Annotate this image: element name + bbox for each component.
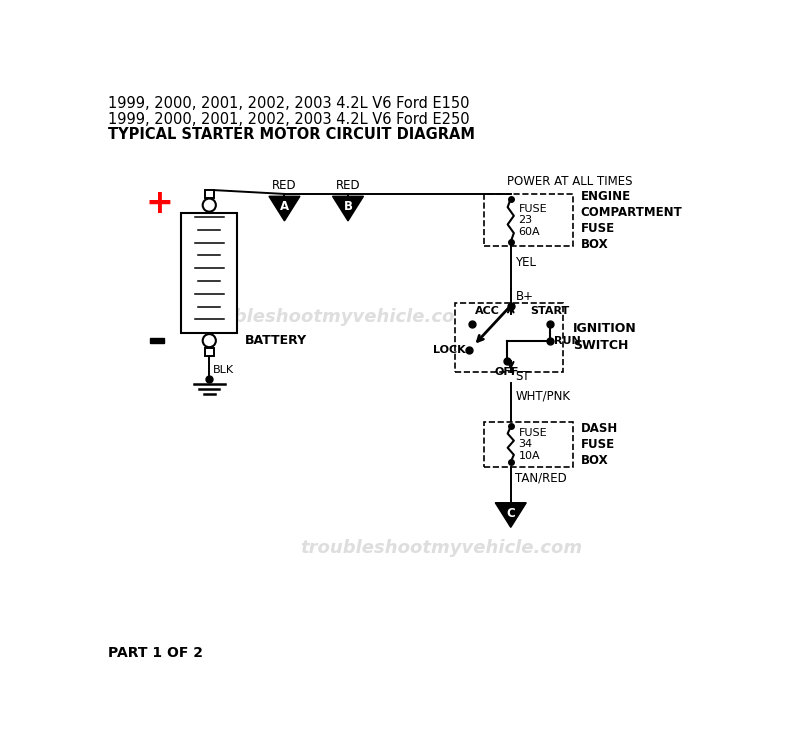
Polygon shape	[495, 503, 526, 527]
Text: troubleshootmyvehicle.com: troubleshootmyvehicle.com	[300, 539, 582, 557]
Text: START: START	[530, 307, 569, 316]
Text: 1999, 2000, 2001, 2002, 2003 4.2L V6 Ford E250: 1999, 2000, 2001, 2002, 2003 4.2L V6 For…	[108, 112, 470, 127]
Text: ACC: ACC	[475, 307, 500, 316]
Polygon shape	[333, 196, 363, 221]
Text: FUSE
34
10A: FUSE 34 10A	[518, 427, 547, 460]
Text: FUSE
23
60A: FUSE 23 60A	[518, 203, 547, 237]
Text: POWER AT ALL TIMES: POWER AT ALL TIMES	[507, 175, 632, 188]
Text: YEL: YEL	[515, 256, 536, 268]
Text: +: +	[146, 187, 174, 220]
Text: 1999, 2000, 2001, 2002, 2003 4.2L V6 Ford E150: 1999, 2000, 2001, 2002, 2003 4.2L V6 For…	[108, 96, 470, 111]
Text: DASH
FUSE
BOX: DASH FUSE BOX	[581, 422, 618, 466]
Text: LOCK: LOCK	[433, 345, 466, 355]
Text: BATTERY: BATTERY	[245, 334, 307, 347]
Text: BLK: BLK	[212, 365, 234, 375]
Text: RED: RED	[272, 178, 297, 192]
Text: TYPICAL STARTER MOTOR CIRCUIT DIAGRAM: TYPICAL STARTER MOTOR CIRCUIT DIAGRAM	[108, 127, 474, 142]
Text: B+: B+	[515, 290, 534, 303]
Bar	[205, 190, 214, 198]
Text: TAN/RED: TAN/RED	[515, 471, 567, 484]
Text: IGNITION
SWITCH: IGNITION SWITCH	[573, 322, 637, 352]
Text: PART 1 OF 2: PART 1 OF 2	[108, 646, 202, 660]
Bar	[484, 422, 573, 466]
Text: B: B	[343, 200, 353, 213]
Text: ST: ST	[515, 370, 530, 383]
Text: A: A	[280, 200, 289, 213]
Bar	[205, 348, 214, 355]
Text: troubleshootmyvehicle.com: troubleshootmyvehicle.com	[191, 308, 474, 326]
Text: OFF: OFF	[494, 368, 519, 377]
Text: RED: RED	[336, 178, 360, 192]
Text: C: C	[506, 506, 515, 520]
Text: WHT/PNK: WHT/PNK	[515, 389, 570, 403]
Bar	[182, 213, 237, 332]
Text: ENGINE
COMPARTMENT
FUSE
BOX: ENGINE COMPARTMENT FUSE BOX	[581, 190, 682, 250]
Polygon shape	[269, 196, 300, 221]
Text: RUN: RUN	[554, 336, 581, 346]
Bar	[150, 338, 164, 344]
Bar	[455, 302, 563, 372]
